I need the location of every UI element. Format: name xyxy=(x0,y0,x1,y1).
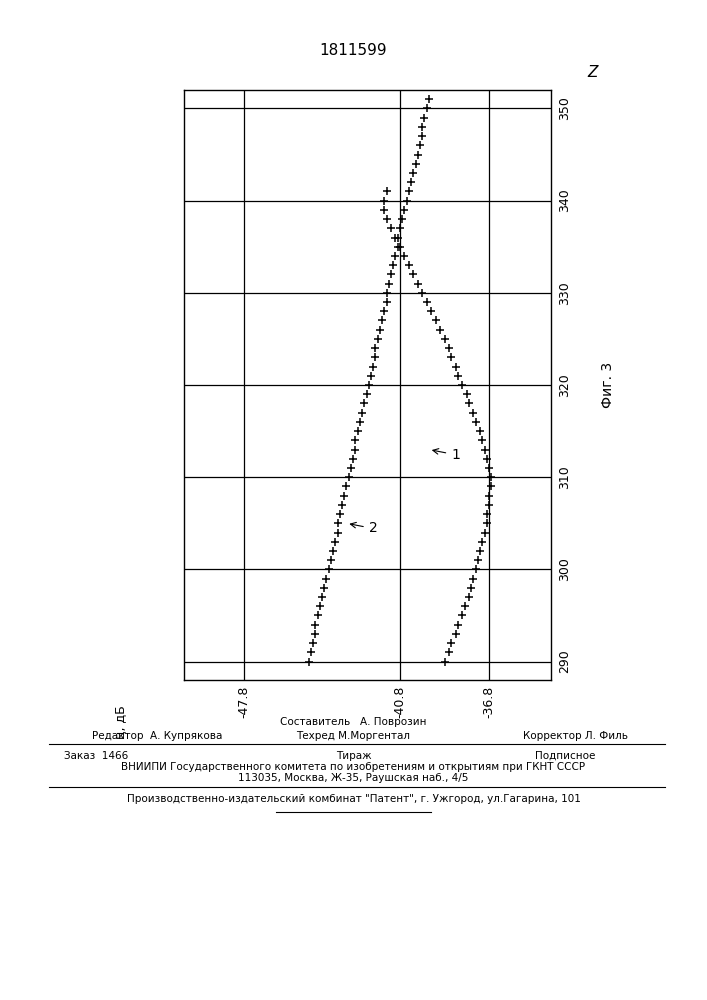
Text: 320: 320 xyxy=(559,373,571,397)
Text: Тираж: Тираж xyxy=(336,751,371,761)
Text: Техред М.Моргентал: Техред М.Моргентал xyxy=(296,731,411,741)
Text: ц, дБ: ц, дБ xyxy=(114,705,127,739)
Text: 300: 300 xyxy=(559,557,571,581)
Text: Заказ  1466: Заказ 1466 xyxy=(64,751,128,761)
Text: Z: Z xyxy=(588,65,597,80)
Text: -47.8: -47.8 xyxy=(238,686,250,718)
Text: 340: 340 xyxy=(559,189,571,213)
Text: Подписное: Подписное xyxy=(535,751,596,761)
Text: ВНИИПИ Государственного комитета по изобретениям и открытиям при ГКНТ СССР: ВНИИПИ Государственного комитета по изоб… xyxy=(122,762,585,772)
Text: 290: 290 xyxy=(559,650,571,673)
Text: -40.8: -40.8 xyxy=(394,686,407,718)
Text: Составитель   А. Поврозин: Составитель А. Поврозин xyxy=(280,717,427,727)
Text: 113035, Москва, Ж-35, Раушская наб., 4/5: 113035, Москва, Ж-35, Раушская наб., 4/5 xyxy=(238,773,469,783)
Text: Производственно-издательский комбинат "Патент", г. Ужгород, ул.Гагарина, 101: Производственно-издательский комбинат "П… xyxy=(127,794,580,804)
Text: 350: 350 xyxy=(559,97,571,120)
Text: 330: 330 xyxy=(559,281,571,305)
Text: 1: 1 xyxy=(433,448,460,462)
Text: Фиг. 3: Фиг. 3 xyxy=(601,362,615,408)
Text: Редактор  А. Купрякова: Редактор А. Купрякова xyxy=(92,731,222,741)
Text: 1811599: 1811599 xyxy=(320,43,387,58)
Text: -36.8: -36.8 xyxy=(483,686,496,718)
Text: Корректор Л. Филь: Корректор Л. Филь xyxy=(523,731,629,741)
Text: 310: 310 xyxy=(559,465,571,489)
Text: 2: 2 xyxy=(351,522,378,536)
